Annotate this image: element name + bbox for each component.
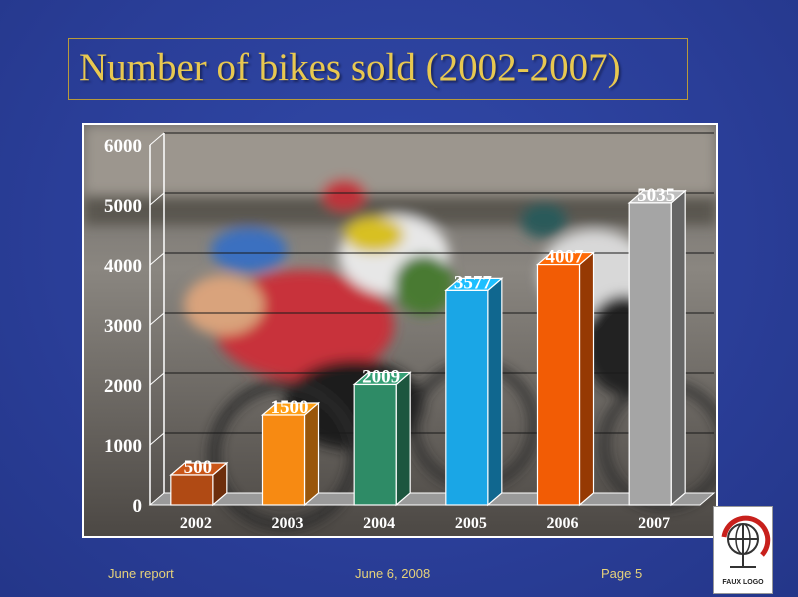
- gridline-wall: [149, 432, 165, 446]
- bar-chart: 0 1000 2000 3000 4000 5000 6000 500 1500 2009 357…: [104, 132, 716, 532]
- slide-title: Number of bikes sold (2002-2007): [79, 46, 621, 89]
- y-tick-label: 5000: [104, 196, 142, 217]
- logo-text: FAUX LOGO: [722, 579, 764, 586]
- data-label: 2009: [362, 366, 400, 387]
- bar-front: [628, 202, 672, 506]
- y-tick-label: 2000: [104, 376, 142, 397]
- bar-side: [578, 251, 595, 507]
- bar-2006: 4007: [535, 247, 596, 507]
- bar-2003: 1500: [260, 397, 321, 507]
- data-label: 5035: [637, 185, 675, 206]
- bar-side: [487, 277, 503, 507]
- bar-side: [670, 189, 686, 507]
- footer-left: June report: [108, 566, 174, 581]
- x-tick-label: 2006: [547, 515, 579, 532]
- gridline-wall: [149, 252, 165, 266]
- data-label: 4007: [546, 247, 585, 268]
- footer-date: June 6, 2008: [355, 566, 431, 581]
- bar-front: [536, 263, 581, 506]
- bar-2007: 5035: [627, 185, 687, 507]
- y-tick-label: 4000: [104, 256, 142, 277]
- y-tick-label: 6000: [104, 136, 142, 157]
- bar-front: [445, 289, 489, 506]
- x-tick-label: 2007: [638, 515, 670, 532]
- gridline-wall: [149, 372, 165, 386]
- x-tick-label: 2002: [180, 515, 212, 532]
- y-tick-label: 0: [133, 496, 143, 517]
- data-label: 3577: [454, 272, 493, 293]
- bar-front: [261, 414, 306, 506]
- bars: 500 1500 2009 3577 4007 5035: [169, 185, 687, 507]
- title-frame: Number of bikes sold (2002-2007): [68, 38, 688, 100]
- gridline-wall: [149, 312, 165, 326]
- bar-front: [170, 474, 214, 506]
- gridline-wall: [149, 192, 165, 206]
- x-tick-labels: 2002 2003 2004 2005 2006 2007: [180, 515, 670, 532]
- gridline-wall: [149, 132, 165, 146]
- x-tick-label: 2003: [272, 515, 304, 532]
- bar-front: [353, 383, 397, 506]
- faux-logo: FAUX LOGO: [713, 506, 773, 594]
- footer-page: Page 5: [601, 566, 643, 581]
- y-tick-label: 3000: [104, 316, 142, 337]
- y-tick-label: 1000: [104, 436, 142, 457]
- x-tick-label: 2005: [455, 515, 487, 532]
- bar-2002: 500: [169, 457, 229, 507]
- data-label: 1500: [271, 397, 309, 418]
- x-tick-label: 2004: [363, 515, 395, 532]
- data-label: 500: [184, 457, 213, 478]
- bar-2004: 2009: [352, 366, 412, 507]
- bar-side: [303, 401, 320, 507]
- gridlines: [149, 132, 714, 446]
- globe-logo-icon: [721, 515, 771, 568]
- bar-2005: 3577: [444, 272, 504, 507]
- y-ticks: 0 1000 2000 3000 4000 5000 6000: [104, 136, 142, 517]
- bar-side: [395, 371, 411, 507]
